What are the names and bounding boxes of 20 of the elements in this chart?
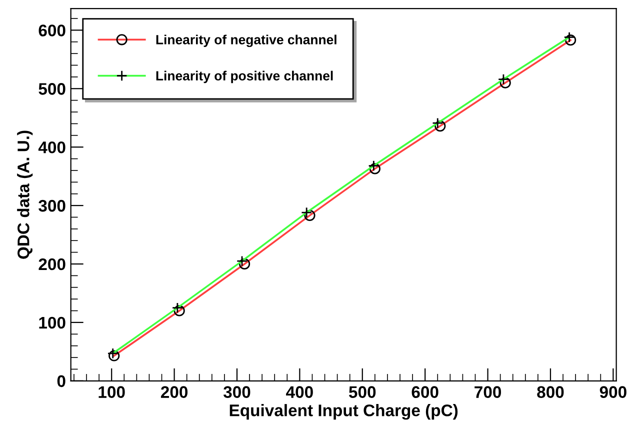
y-tick-label: 300 bbox=[38, 200, 66, 212]
y-tick-label: 200 bbox=[38, 258, 66, 270]
y-tick-label: 400 bbox=[38, 141, 66, 154]
x-tick-label: 700 bbox=[474, 386, 501, 398]
y-tick-label: 600 bbox=[38, 24, 66, 36]
x-tick-label: 600 bbox=[412, 386, 438, 398]
legend-label: Linearity of positive channel bbox=[156, 70, 333, 84]
y-tick-label: 500 bbox=[38, 83, 66, 95]
x-tick-label: 900 bbox=[600, 386, 626, 398]
y-tick-label: 100 bbox=[39, 316, 66, 329]
x-tick-label: 100 bbox=[98, 386, 125, 398]
x-tick-label: 200 bbox=[160, 386, 188, 398]
x-tick-label: 400 bbox=[286, 386, 313, 398]
x-axis-title: Equivalent Input Charge (pC) bbox=[230, 404, 458, 420]
legend-label: Linearity of negative channel bbox=[156, 34, 336, 48]
x-tick-label: 500 bbox=[348, 386, 376, 398]
y-tick-label: 0 bbox=[57, 375, 66, 388]
y-axis-title: QDC data (A. U.) bbox=[17, 130, 33, 259]
x-tick-label: 300 bbox=[223, 386, 250, 398]
x-tick-label: 800 bbox=[537, 386, 564, 398]
